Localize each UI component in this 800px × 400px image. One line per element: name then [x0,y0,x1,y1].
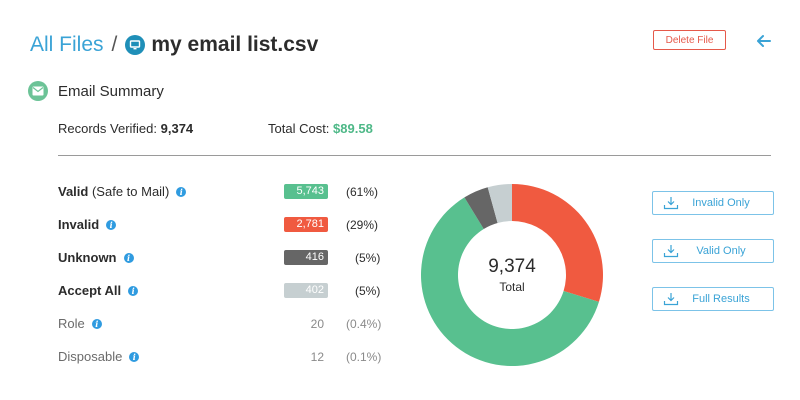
info-icon[interactable]: i [123,253,134,263]
stat-label-invalid: Invalid [58,217,100,232]
breadcrumb: All Files / my email list.csv [30,30,318,60]
total-cost-label: Total Cost: [268,121,330,136]
stat-label-unknown: Unknown [58,250,117,265]
stat-label-valid: Valid [58,184,89,199]
info-icon[interactable]: i [106,220,117,230]
pct-valid: (61%) [346,185,379,199]
donut-slice-unknown [464,187,498,229]
total-cost: Total Cost: $89.58 [268,121,373,136]
page-title: my email list.csv [151,33,319,56]
donut-slice-invalid [512,184,603,302]
download-invalid-only-label: Invalid Only [692,197,750,209]
stat-row-disposable: Disposable i 12 (0.1%) [58,347,388,367]
pct-invalid: (29%) [346,218,379,232]
monitor-icon [125,35,146,55]
pct-role: (0.4%) [346,317,382,331]
download-icon [663,245,679,258]
donut-slice-valid [421,197,599,366]
count-disposable: 12 [310,350,324,364]
count-badge-valid: 5,743 [284,184,328,199]
download-valid-only-button[interactable]: Valid Only [652,239,774,263]
info-icon[interactable]: i [176,187,187,197]
count-badge-unknown: 416 [284,250,328,265]
download-icon [663,197,679,210]
summary-title: Email Summary [58,82,164,100]
download-icon [663,293,679,306]
download-full-results-label: Full Results [692,293,750,305]
info-icon[interactable]: i [129,352,140,362]
info-icon[interactable]: i [128,286,139,296]
donut-slice-accept-all [487,184,512,223]
download-full-results-button[interactable]: Full Results [652,287,774,311]
download-valid-only-label: Valid Only [696,245,746,257]
back-arrow-icon[interactable] [754,31,774,51]
stat-row-accept-all: Accept All i 402 (5%) [58,281,388,301]
pct-unknown: (5%) [355,251,381,265]
stat-label-disposable: Disposable [58,349,123,364]
stat-suffix-valid: (Safe to Mail) [88,184,170,199]
stat-row-valid: Valid (Safe to Mail) i 5,743 (61%) [58,182,388,202]
divider [58,155,771,156]
stat-row-unknown: Unknown i 416 (5%) [58,248,388,268]
stat-row-invalid: Invalid i 2,781 (29%) [58,215,388,235]
info-icon[interactable]: i [91,319,102,329]
email-summary-header: Email Summary [28,80,164,102]
total-cost-value: $89.58 [333,121,373,136]
records-verified-label: Records Verified: [58,121,157,136]
breadcrumb-separator: / [111,33,118,56]
download-invalid-only-button[interactable]: Invalid Only [652,191,774,215]
stat-label-accept-all: Accept All [58,283,122,298]
count-badge-accept-all: 402 [284,283,328,298]
pct-accept-all: (5%) [355,284,381,298]
donut-total-label: Total [499,280,524,294]
count-role: 20 [310,317,324,331]
envelope-icon [28,81,48,101]
breadcrumb-all-files-link[interactable]: All Files [30,33,104,56]
donut-total-value: 9,374 [488,256,536,277]
stat-label-role: Role [58,316,85,331]
count-badge-invalid: 2,781 [284,217,328,232]
pct-disposable: (0.1%) [346,350,382,364]
delete-file-button[interactable]: Delete File [653,30,726,50]
records-verified-value: 9,374 [160,121,194,136]
results-donut-chart: 9,374 Total [421,184,603,366]
stat-row-role: Role i 20 (0.4%) [58,314,388,334]
records-verified: Records Verified: 9,374 [58,121,193,136]
